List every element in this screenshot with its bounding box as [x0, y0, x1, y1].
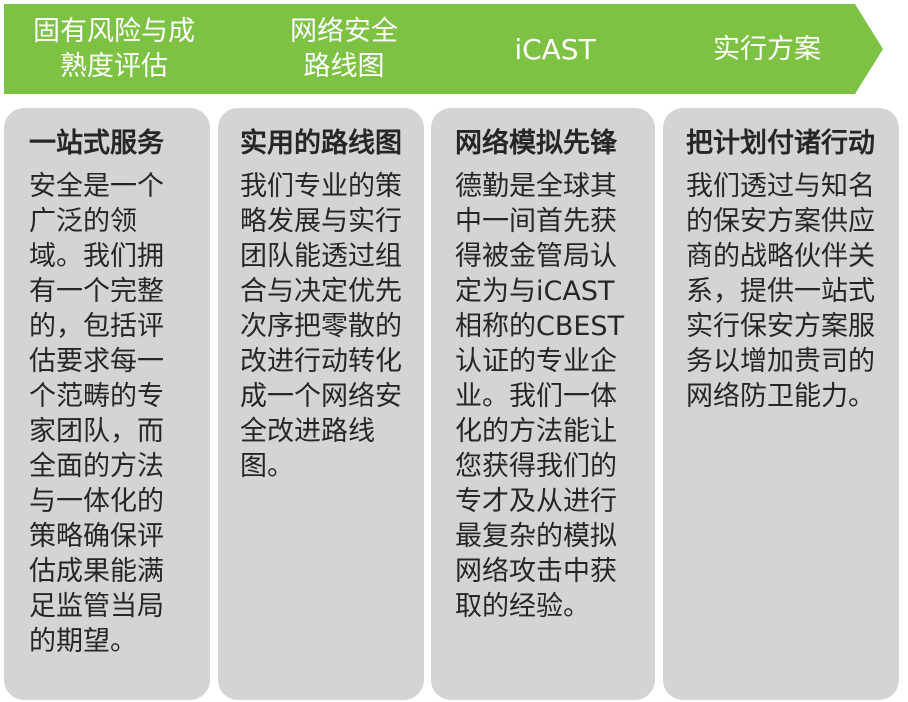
card-cyber-simulation-pioneer: 网络模拟先锋 德勤是全球其中一间首先获得被金管局认定为与iCAST相称的CBES…: [431, 108, 655, 700]
card-title: 网络模拟先锋: [455, 128, 617, 159]
step-label: 网络安全 路线图: [290, 16, 398, 82]
card-body: 德勤是全球其中一间首先获得被金管局认定为与iCAST相称的CBEST 认证的专业企…: [431, 169, 655, 624]
card-body: 安全是一个广泛的领域。我们拥有一个完整的，包括评估要求每一个范畴的专家团队，而全…: [29, 171, 164, 657]
step-label: 固有风险与成 熟度评估: [33, 16, 195, 82]
step-implementation: 实行方案: [643, 4, 883, 94]
card-title: 实用的路线图: [240, 128, 402, 159]
card-title: 一站式服务: [29, 128, 164, 159]
card-body-text: 认证的专业企业。我们一体化的方法能让您获得我们的专才及从进行最复杂的模拟网络攻击…: [455, 346, 617, 622]
icast-term: iCAST: [536, 276, 615, 307]
step-label: 实行方案: [713, 33, 821, 65]
step-icast: iCAST: [431, 4, 673, 94]
card-put-plans-into-action: 把计划付诸行动 我们透过与知名的保安方案供应商的战略伙伴关系，提供一站式实行保安…: [663, 108, 899, 700]
step-label: iCAST: [514, 32, 596, 66]
card-title: 把计划付诸行动: [686, 128, 875, 159]
card-body: 我们透过与知名的保安方案供应商的战略伙伴关系，提供一站式实行保安方案服务以增加贵…: [686, 171, 875, 412]
card-body-text: 德勤是全球其中一间首先获得被金管局认定为与: [455, 171, 617, 307]
card-practical-roadmap: 实用的路线图 我们专业的策略发展与实行团队能透过组合与决定优先次序把零散的改进行…: [218, 108, 424, 700]
card-one-stop-service: 一站式服务 安全是一个广泛的领域。我们拥有一个完整的，包括评估要求每一个范畴的专…: [4, 108, 210, 700]
card-body: 我们专业的策略发展与实行团队能透过组合与决定优先次序把零散的改进行动转化成一个网…: [240, 171, 402, 482]
cbest-term: CBEST: [536, 311, 625, 342]
step-risk-maturity-assessment: 固有风险与成 熟度评估: [4, 4, 248, 94]
card-body-text: 相称的: [455, 311, 536, 342]
process-chevron-bar: 固有风险与成 熟度评估 网络安全 路线图 iCAST 实行方案: [0, 0, 908, 96]
step-cyber-roadmap: 网络安全 路线图: [218, 4, 462, 94]
